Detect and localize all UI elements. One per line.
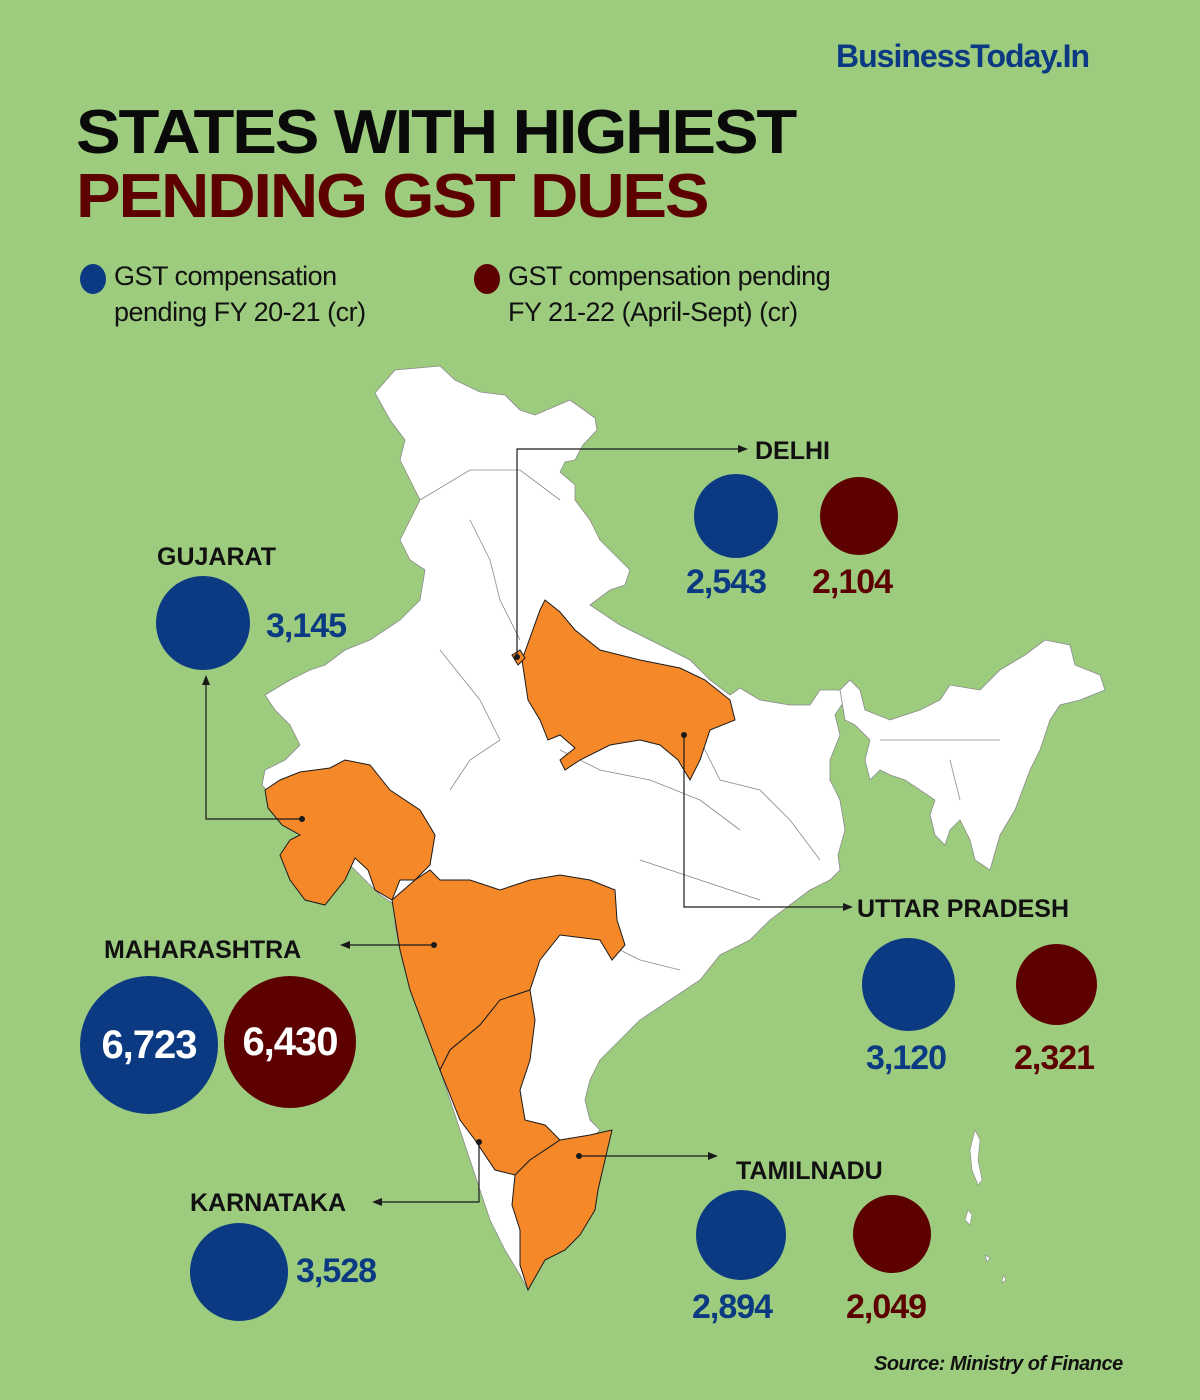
map-land-northeast bbox=[839, 639, 1106, 871]
value-tamilnadu-fy2122: 2,049 bbox=[846, 1288, 927, 1326]
source-note: Source: Ministry of Finance bbox=[874, 1353, 1123, 1375]
bubble-tamilnadu-fy2021 bbox=[696, 1190, 786, 1280]
legend-dot-fy2021 bbox=[80, 264, 106, 294]
arrow-delhi bbox=[738, 445, 748, 453]
state-label-gujarat: GUJARAT bbox=[157, 543, 276, 571]
bubble-delhi-fy2122 bbox=[820, 477, 898, 555]
dot-maharashtra bbox=[431, 942, 437, 948]
arrow-gujarat bbox=[202, 675, 210, 685]
value-karnataka-fy2021: 3,528 bbox=[296, 1252, 377, 1290]
bubble-gujarat-fy2021 bbox=[156, 576, 250, 670]
title-line-1: STATES WITH HIGHEST bbox=[76, 98, 797, 167]
legend-dot-fy2122 bbox=[474, 264, 500, 294]
connector-gujarat bbox=[205, 683, 302, 820]
legend-item-fy2021: GST compensation pending FY 20-21 (cr) bbox=[114, 258, 366, 330]
state-label-tamilnadu: TAMILNADU bbox=[736, 1157, 883, 1185]
bubble-uttar-pradesh-fy2021 bbox=[862, 938, 955, 1031]
value-tamilnadu-fy2021: 2,894 bbox=[692, 1288, 773, 1326]
bubble-tamilnadu-fy2122 bbox=[853, 1195, 931, 1273]
legend-fy2122-line2: FY 21-22 (April-Sept) (cr) bbox=[508, 297, 798, 327]
bubble-karnataka-fy2021 bbox=[190, 1223, 288, 1321]
legend-fy2021-line2: pending FY 20-21 (cr) bbox=[114, 297, 366, 327]
connector-arrowheads bbox=[202, 445, 853, 1206]
state-label-maharashtra: MAHARASHTRA bbox=[104, 936, 302, 964]
value-delhi-fy2021: 2,543 bbox=[686, 563, 767, 601]
map-state-tamilnadu bbox=[511, 1129, 613, 1292]
value-uttar-pradesh-fy2122: 2,321 bbox=[1014, 1039, 1095, 1077]
legend-fy2021-line1: GST compensation bbox=[114, 261, 337, 291]
legend-item-fy2122: GST compensation pending FY 21-22 (April… bbox=[508, 258, 831, 330]
bubble-maharashtra-fy2021: 6,723 bbox=[80, 976, 218, 1114]
state-label-karnataka: KARNATAKA bbox=[190, 1189, 346, 1217]
map-state-borders bbox=[419, 469, 1000, 971]
connector-uttar-pradesh bbox=[683, 735, 845, 908]
map-land-mainland bbox=[261, 365, 846, 1292]
arrow-maharashtra bbox=[340, 941, 350, 949]
map-land-nicobar bbox=[964, 1209, 1007, 1284]
dot-uttar-pradesh bbox=[681, 732, 687, 738]
map-state-gujarat bbox=[264, 759, 436, 906]
arrow-karnataka bbox=[372, 1198, 382, 1206]
map-land-andaman bbox=[969, 1129, 983, 1186]
arrow-tamilnadu bbox=[708, 1152, 718, 1160]
value-maharashtra-fy2021: 6,723 bbox=[101, 1022, 197, 1067]
value-uttar-pradesh-fy2021: 3,120 bbox=[866, 1039, 947, 1077]
brand-logo: BusinessToday.In bbox=[836, 38, 1090, 74]
connector-lines bbox=[205, 448, 845, 1203]
state-label-uttar-pradesh: UTTAR PRADESH bbox=[857, 895, 1070, 923]
bubble-delhi-fy2021 bbox=[694, 474, 778, 558]
connector-delhi bbox=[516, 448, 740, 657]
map-state-karnataka bbox=[439, 989, 561, 1176]
bubble-uttar-pradesh-fy2122 bbox=[1016, 944, 1097, 1025]
state-label-delhi: DELHI bbox=[755, 437, 830, 465]
legend-fy2122-line1: GST compensation pending bbox=[508, 261, 831, 291]
value-gujarat-fy2021: 3,145 bbox=[266, 607, 347, 645]
title-line-2: PENDING GST DUES bbox=[76, 162, 710, 231]
dot-delhi bbox=[514, 654, 520, 660]
dot-tamilnadu bbox=[576, 1153, 582, 1159]
dot-gujarat bbox=[299, 816, 305, 822]
value-maharashtra-fy2122: 6,430 bbox=[242, 1019, 338, 1064]
arrow-uttar-pradesh bbox=[843, 903, 853, 911]
value-delhi-fy2122: 2,104 bbox=[812, 563, 893, 601]
bubble-maharashtra-fy2122: 6,430 bbox=[224, 976, 356, 1108]
dot-karnataka bbox=[476, 1139, 482, 1145]
connector-karnataka bbox=[380, 1142, 480, 1203]
